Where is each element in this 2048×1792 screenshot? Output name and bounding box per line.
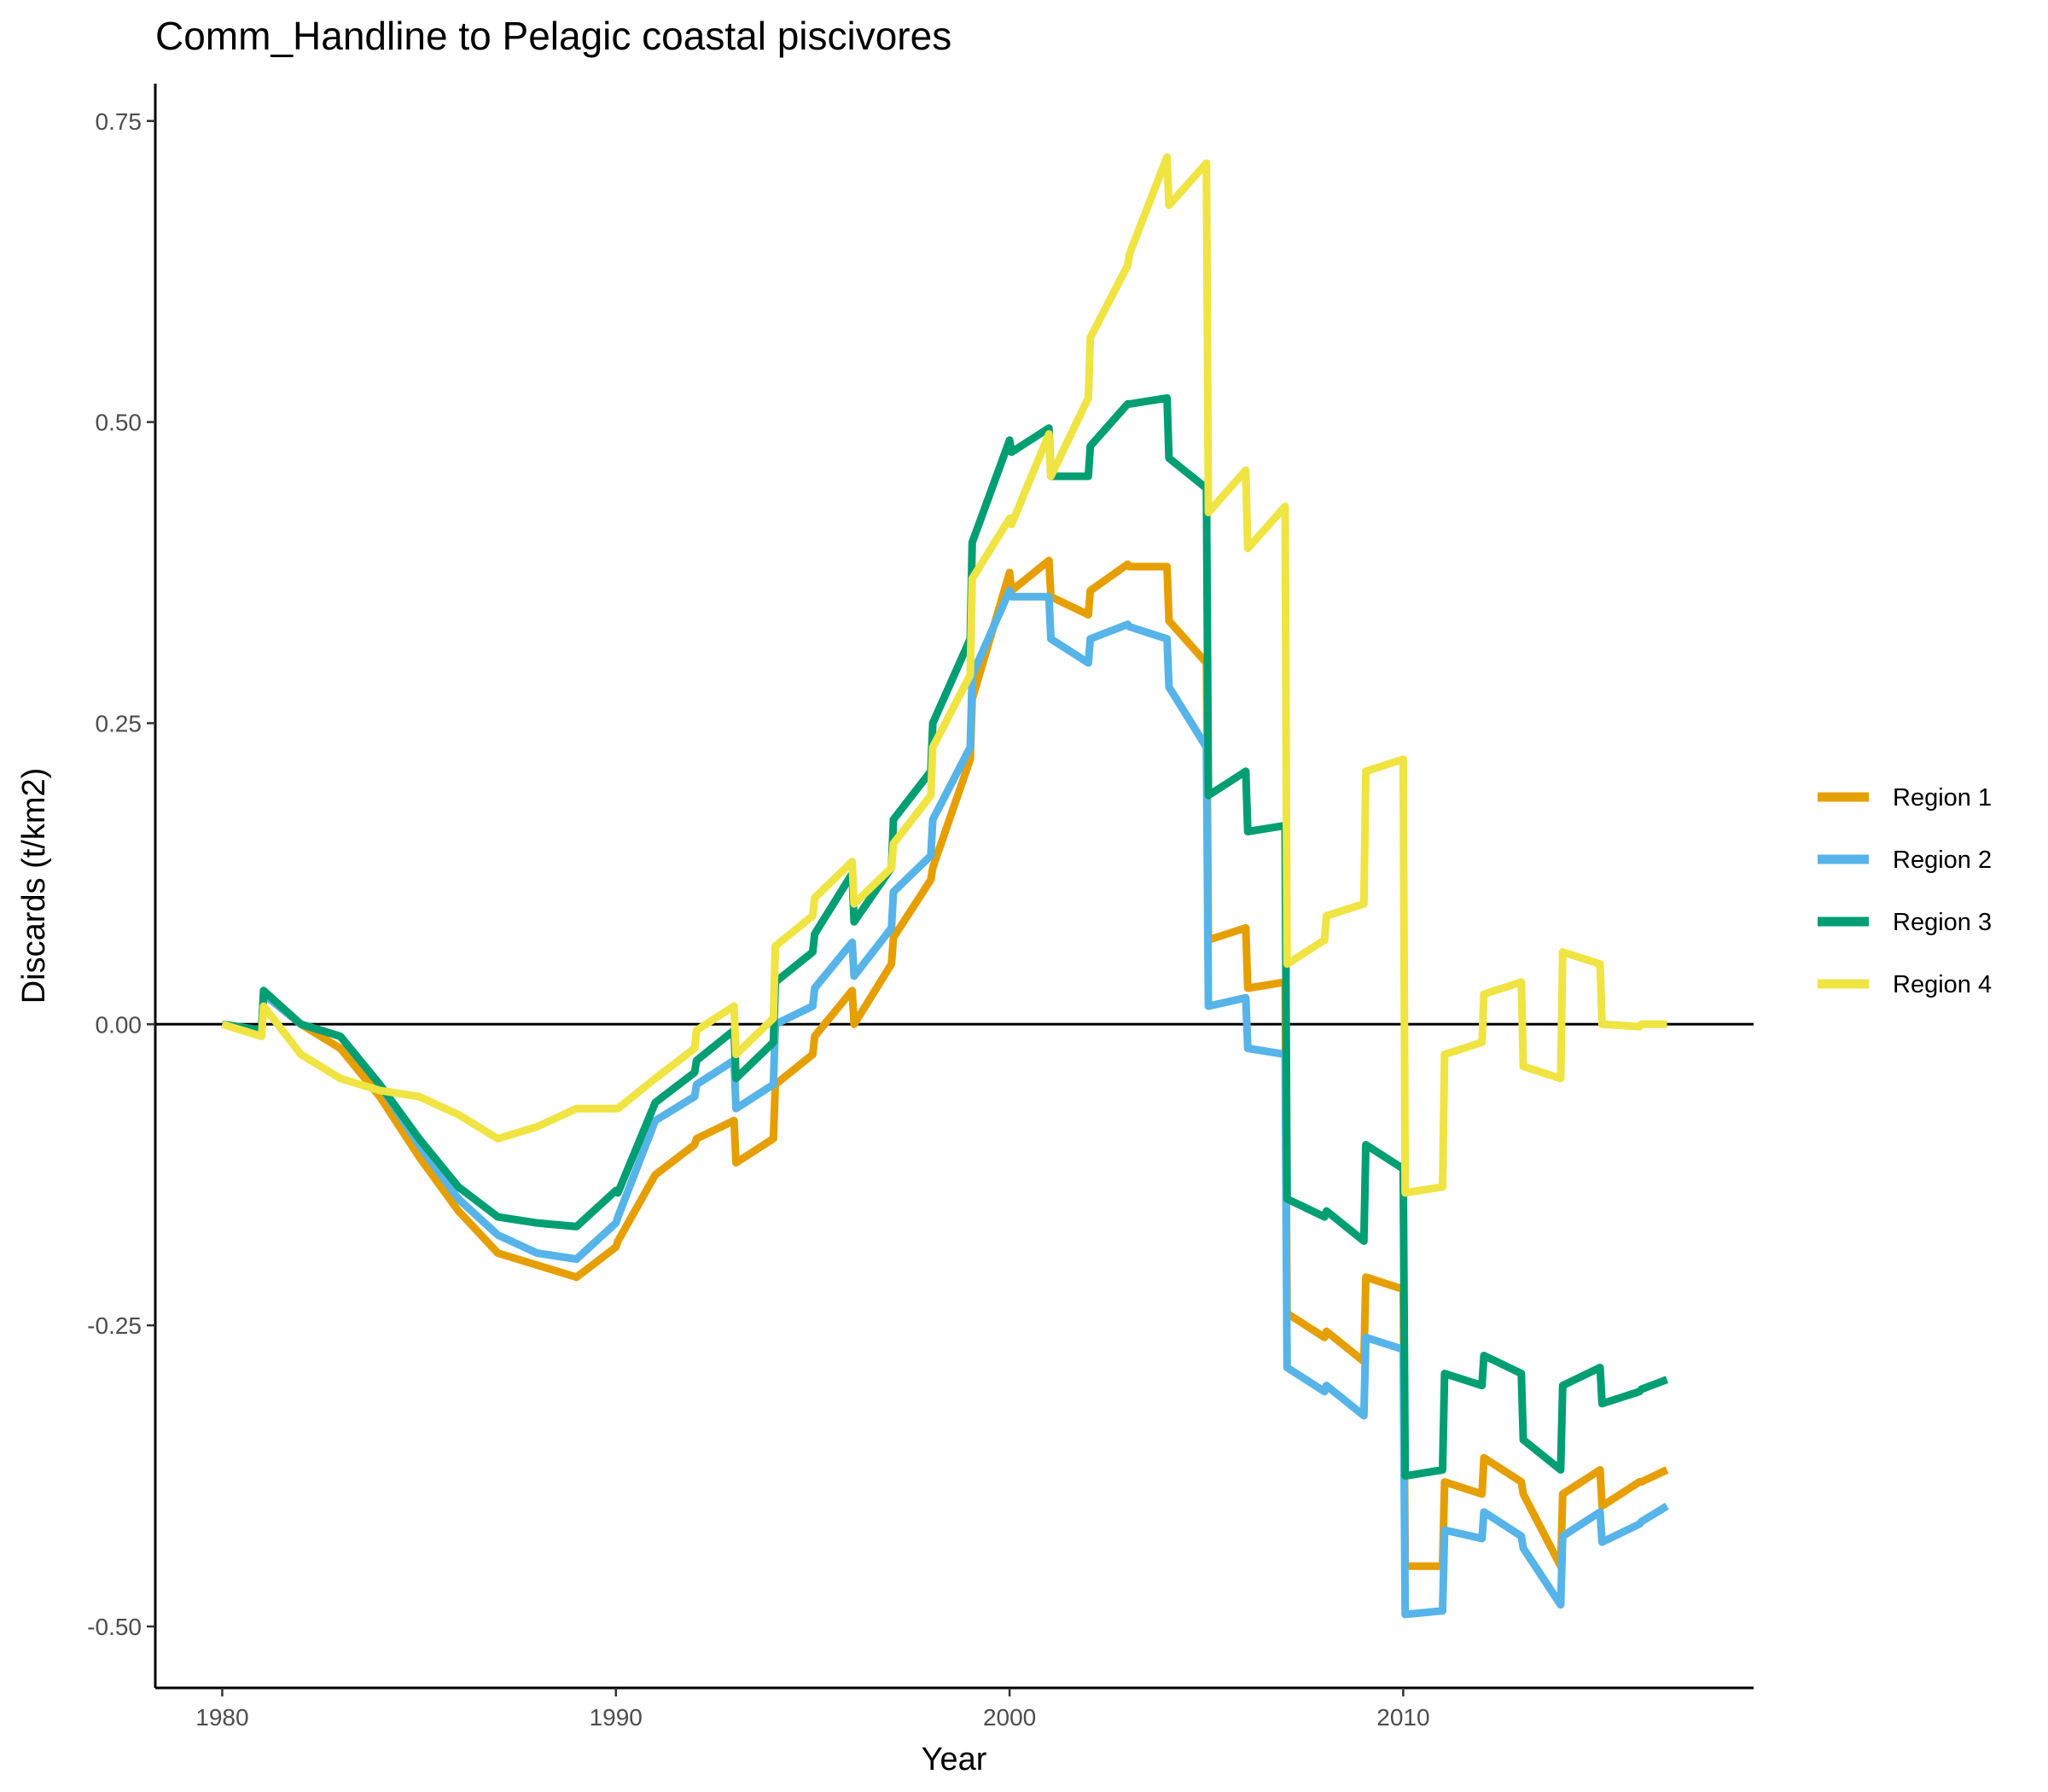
x-axis-title: Year (922, 1742, 987, 1777)
chart-title: Comm_Handline to Pelagic coastal piscivo… (155, 14, 951, 58)
legend: Region 1 Region 2 Region 3 Region 4 (1818, 784, 1992, 998)
y-tick-label: 0.50 (96, 410, 143, 436)
legend-label-region-2: Region 2 (1893, 847, 1992, 874)
x-tick-label: 1980 (195, 1704, 248, 1731)
x-axis-ticks: 1980 1990 2000 2010 (195, 1688, 1430, 1731)
y-tick-label: -0.25 (87, 1312, 142, 1339)
series-line-region-4 (221, 153, 1667, 1197)
series-line-region-1 (221, 556, 1669, 1570)
series-line-region-2 (221, 586, 1669, 1619)
y-tick-label: 0.75 (96, 108, 143, 135)
x-tick-label: 1990 (590, 1704, 643, 1731)
y-tick-label: 0.25 (96, 710, 143, 736)
y-axis-ticks: -0.50 -0.25 0.00 0.25 0.50 0.75 (87, 108, 155, 1640)
legend-label-region-4: Region 4 (1893, 971, 1992, 998)
x-tick-label: 2000 (983, 1704, 1036, 1731)
plot-area (155, 153, 1754, 1619)
series-lines (221, 153, 1669, 1619)
y-tick-label: -0.50 (87, 1614, 142, 1640)
x-tick-label: 2010 (1376, 1704, 1429, 1731)
y-tick-label: 0.00 (96, 1011, 143, 1038)
legend-label-region-3: Region 3 (1893, 909, 1992, 936)
series-line-region-3 (221, 393, 1669, 1481)
legend-label-region-1: Region 1 (1893, 784, 1992, 812)
y-axis-title: Discards (t/km2) (16, 768, 52, 1004)
